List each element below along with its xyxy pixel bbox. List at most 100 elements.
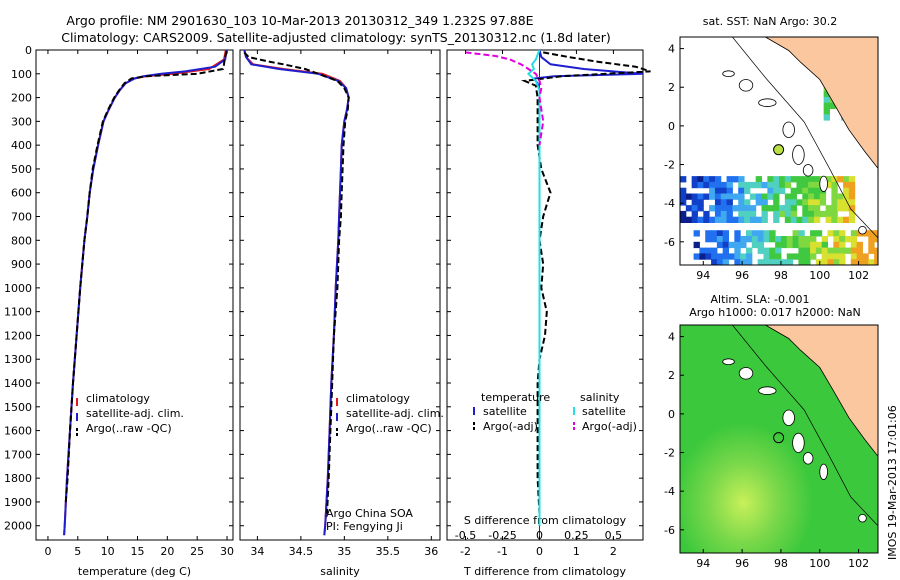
sst-pixel: [868, 241, 875, 249]
sst-pixel: [874, 265, 880, 271]
land-sumatra: [764, 325, 878, 458]
sst-pixel: [808, 193, 815, 200]
sst-pixel: [848, 216, 856, 223]
sst-pixel: [738, 216, 745, 223]
x-tick-label: 0: [44, 545, 51, 558]
sst-pixel: [763, 247, 770, 254]
sst-pixel: [850, 236, 858, 243]
island: [738, 367, 754, 380]
sst-pixel: [813, 199, 821, 206]
sst-pixel: [843, 187, 850, 195]
map-y-tick-label: -4: [664, 197, 675, 210]
sst-pixel: [813, 210, 821, 218]
sst-pixel: [769, 253, 776, 260]
sst-pixel: [763, 253, 770, 260]
sst-pixel: [874, 253, 878, 260]
x-tick-label: 5: [74, 545, 81, 558]
sst-pixel: [833, 230, 840, 237]
sst-pixel: [804, 253, 811, 260]
sst-pixel: [749, 216, 757, 223]
x-tick-label: 10: [101, 545, 115, 558]
sst-pixel: [798, 247, 805, 254]
sst-pixel: [790, 199, 797, 206]
sst-pixel: [779, 187, 786, 195]
salinity-legend: climatology satellite-adj. clim. Argo(..…: [326, 392, 444, 533]
sst-pixel: [711, 259, 718, 265]
sst-pixel: [874, 236, 878, 243]
sst-pixel: [862, 230, 869, 237]
x-tick-label: 2: [610, 545, 617, 558]
sst-pixel: [808, 216, 815, 223]
sst-pixel: [749, 193, 757, 200]
sst-pixel: [837, 216, 844, 223]
y-tick-label: 1800: [4, 472, 32, 485]
sst-pixel: [786, 253, 794, 260]
sst-pixel: [810, 230, 817, 237]
x-tick-label: 36: [424, 545, 438, 558]
map-y-tick-label: 0: [668, 120, 675, 133]
sst-pixel: [680, 210, 687, 218]
sst-pixel: [856, 247, 863, 254]
sst-pixel: [810, 236, 817, 243]
x-tick-label: 30: [220, 545, 234, 558]
sst-pixel: [720, 216, 728, 223]
sst-pixel: [722, 230, 730, 237]
sst-map-title: sat. SST: NaN Argo: 30.2: [703, 15, 837, 28]
sst-pixel: [790, 187, 797, 195]
sst-pixel: [738, 193, 745, 200]
map-x-tick-label: 98: [774, 269, 788, 282]
sst-pixel: [848, 181, 856, 189]
annotation-pi: PI: Fengying Ji: [326, 520, 403, 533]
sst-pixel: [831, 205, 838, 212]
sst-pixel: [786, 236, 794, 243]
island: [758, 386, 777, 395]
sst-pixel: [685, 205, 693, 212]
annotation-institution: Argo China SOA: [326, 507, 413, 520]
series-line-satellite-0: [532, 49, 644, 526]
plot-frame: [446, 49, 644, 541]
sst-pixel: [744, 216, 751, 223]
sst-pixel: [802, 187, 809, 195]
sst-pixel: [755, 199, 763, 206]
legend-label-s-satellite: satellite: [582, 405, 626, 418]
sst-pixel: [734, 241, 741, 249]
sst-pixel: [831, 181, 838, 189]
sst-pixel: [850, 230, 858, 237]
sst-pixel: [790, 205, 797, 212]
x-tick-label: 34: [250, 545, 264, 558]
sst-pixel: [722, 247, 730, 254]
sst-pixel: [780, 236, 788, 243]
series-line-satellite-2: [526, 49, 541, 526]
map-y-tick-label: 4: [668, 331, 675, 344]
sst-pixel: [802, 216, 809, 223]
x-tick-label: -1: [497, 545, 508, 558]
sla-map-title-line2: Argo h1000: 0.017 h2000: NaN: [689, 306, 861, 319]
sst-pixel: [850, 259, 858, 265]
y-tick-label: 1900: [4, 496, 32, 509]
map-x-tick-label: 94: [696, 557, 710, 570]
sst-pixel: [693, 253, 700, 260]
sst-pixel: [856, 259, 863, 265]
legend-label-t-satellite: satellite: [483, 405, 527, 418]
sst-pixel: [839, 241, 846, 249]
sst-pixel: [813, 176, 821, 183]
sst-pixel: [767, 193, 774, 200]
sst-pixel: [827, 259, 834, 265]
sst-pixel: [773, 181, 780, 189]
sst-pixel: [833, 241, 840, 249]
sst-pixel: [769, 236, 776, 243]
map-x-tick-label: 96: [735, 269, 749, 282]
header-line1: Argo profile: NM 2901630_103 10-Mar-2013…: [66, 13, 533, 28]
sst-pixel: [808, 199, 815, 206]
map-x-tick-label: 96: [735, 557, 749, 570]
sst-pixel: [775, 259, 782, 265]
legend-label-s-argo: Argo(-adj): [582, 420, 637, 433]
coastline-contour: [732, 325, 878, 527]
sst-pixel: [798, 259, 805, 265]
sst-pixel: [827, 247, 834, 254]
sst-pixel: [720, 181, 728, 189]
x-tick-label: 1: [573, 545, 580, 558]
sst-pixel: [711, 253, 718, 260]
sst-pixel: [717, 265, 723, 271]
island: [792, 432, 805, 453]
